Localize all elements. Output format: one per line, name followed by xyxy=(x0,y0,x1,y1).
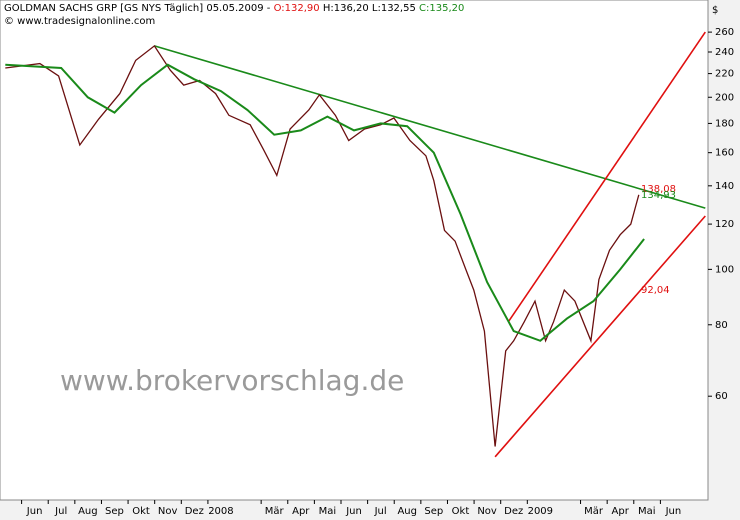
x-tick-label: Jul xyxy=(374,506,387,517)
x-tick-label: Nov xyxy=(158,506,178,517)
annotation: 92,04 xyxy=(641,285,670,296)
header-title: GOLDMAN SACHS GRP [GS NYS Täglich] 05.05… xyxy=(4,3,464,14)
y-tick-label: 240 xyxy=(715,47,734,58)
header-high-low: H:136,20 L:132,55 xyxy=(323,3,416,14)
x-tick-label: Sep xyxy=(105,506,124,517)
x-tick-label: Dez xyxy=(504,506,523,517)
y-unit: $ xyxy=(712,5,718,16)
x-tick-label: Sep xyxy=(424,506,443,517)
watermark: www.brokervorschlag.de xyxy=(60,364,404,397)
y-tick-label: 160 xyxy=(715,148,734,159)
y-tick-label: 180 xyxy=(715,118,734,129)
trendline xyxy=(494,215,706,458)
y-tick-label: 140 xyxy=(715,181,734,192)
price-line xyxy=(5,44,640,447)
y-tick-label: 260 xyxy=(715,27,734,38)
price-line xyxy=(5,63,645,342)
x-tick-label: Mai xyxy=(638,506,656,517)
x-tick-label: Mai xyxy=(319,506,337,517)
x-tick-label: Apr xyxy=(612,506,630,517)
y-tick-label: 80 xyxy=(715,320,728,331)
header-open: O:132,90 xyxy=(274,3,320,14)
x-tick-label: Mär xyxy=(265,506,285,517)
y-tick-label: 60 xyxy=(715,391,728,402)
y-tick-label: 120 xyxy=(715,219,734,230)
x-tick-label: Apr xyxy=(292,506,310,517)
x-tick-label: Jun xyxy=(26,506,43,517)
plot-area xyxy=(0,0,709,501)
x-tick-label: Jun xyxy=(345,506,362,517)
x-tick-label: Aug xyxy=(397,506,417,517)
x-tick-label: 2008 xyxy=(208,506,233,517)
x-tick-label: Jul xyxy=(54,506,67,517)
y-tick-label: 220 xyxy=(715,69,734,80)
y-tick-label: 100 xyxy=(715,264,734,275)
x-tick-label: Mär xyxy=(584,506,604,517)
annotation: 134,93 xyxy=(641,190,676,201)
x-tick-label: Jun xyxy=(665,506,682,517)
header-source: © www.tradesignalonline.com xyxy=(4,16,155,27)
x-tick-label: 2009 xyxy=(528,506,553,517)
header-close: C:135,20 xyxy=(419,3,464,14)
y-tick-label: 200 xyxy=(715,92,734,103)
plot-content xyxy=(5,31,706,458)
x-tick-label: Okt xyxy=(132,506,150,517)
x-tick-label: Okt xyxy=(452,506,470,517)
trendline xyxy=(154,45,706,209)
annotation: 138,08 xyxy=(641,184,676,195)
x-tick-label: Dez xyxy=(185,506,204,517)
x-tick-label: Nov xyxy=(477,506,497,517)
header-title-text: GOLDMAN SACHS GRP [GS NYS Täglich] 05.05… xyxy=(4,3,271,14)
x-tick-label: Aug xyxy=(78,506,98,517)
trendline xyxy=(507,31,706,323)
